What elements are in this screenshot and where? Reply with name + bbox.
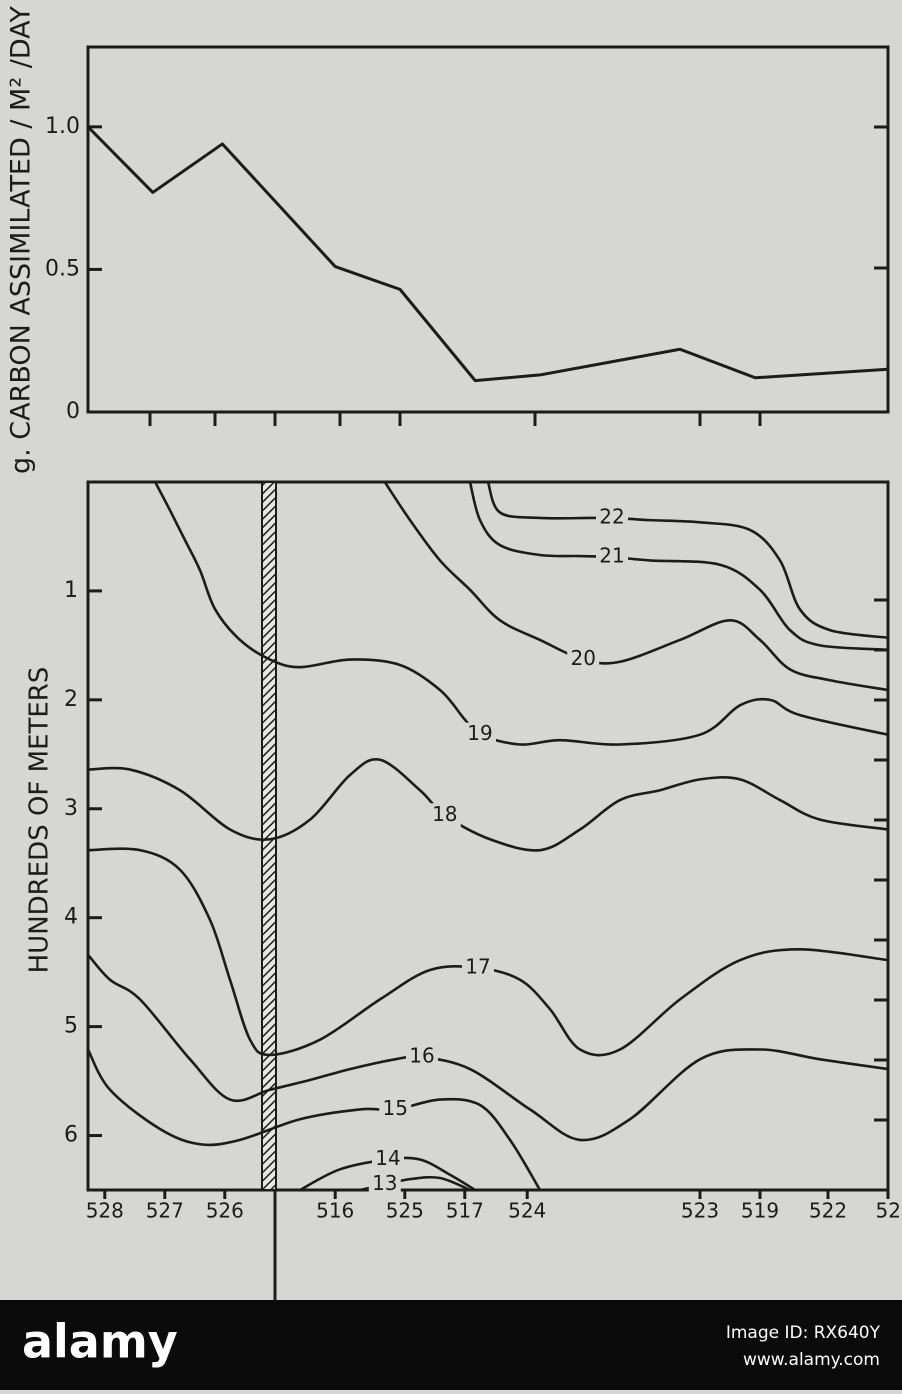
footer-band — [0, 1300, 902, 1390]
carbon-line — [86, 125, 889, 383]
station-label: 52 — [876, 1199, 901, 1223]
isotherm — [299, 1156, 476, 1192]
y-tick-label: 1.0 — [45, 114, 80, 139]
isotherm-label-bg — [428, 803, 461, 828]
isotherm — [87, 847, 889, 1057]
isotherm-label: 22 — [599, 504, 624, 528]
isotherm — [87, 757, 889, 852]
isotherm-label: 13 — [372, 1171, 397, 1195]
isotherm-label-bg — [462, 955, 494, 980]
footer-image-id: Image ID: RX640Y — [726, 1323, 881, 1343]
isotherm-label-bg — [379, 1097, 412, 1122]
decor-ticks — [148, 125, 888, 1122]
isotherm-label: 15 — [382, 1096, 407, 1120]
station-label: 524 — [508, 1199, 546, 1223]
station-label: 522 — [809, 1199, 847, 1223]
bottom-plot-frame — [86, 480, 890, 1192]
y-tick-label: 0.5 — [45, 256, 80, 281]
isotherm-label-bg — [372, 1147, 404, 1172]
isotherm-label: 18 — [432, 802, 457, 826]
station-label: 526 — [206, 1199, 244, 1223]
isotherm — [383, 481, 889, 692]
footer-url: www.alamy.com — [743, 1350, 880, 1370]
station-label: 525 — [386, 1199, 424, 1223]
y-tick-label: 0 — [66, 399, 80, 424]
station-label: 523 — [681, 1199, 719, 1223]
isotherm — [154, 481, 889, 746]
y-tick-label: 4 — [64, 905, 78, 930]
station-label: 516 — [316, 1199, 354, 1223]
y-tick-label: 6 — [64, 1123, 78, 1148]
isotherm — [86, 1048, 542, 1191]
isotherm-label: 19 — [467, 721, 492, 745]
isotherm-label-bg — [596, 545, 628, 570]
isotherm-label-bg — [464, 722, 496, 747]
y-tick-label: 3 — [64, 796, 78, 821]
isotherm-label-bg — [596, 505, 628, 530]
station-label: 517 — [446, 1199, 484, 1223]
isotherm-label-bg — [368, 1172, 401, 1197]
hatched-divider — [261, 481, 277, 1191]
footer-brand: alamy — [22, 1315, 178, 1369]
top-y-label: g. CARBON ASSIMILATED / M² /DAY — [6, 5, 37, 474]
isotherm-label-bg — [406, 1045, 438, 1070]
isotherm — [468, 481, 889, 652]
station-label: 528 — [86, 1199, 124, 1223]
y-tick-label: 5 — [64, 1014, 78, 1039]
y-tick-label: 2 — [64, 687, 78, 712]
station-label: 519 — [741, 1199, 779, 1223]
station-label: 527 — [146, 1199, 184, 1223]
isotherm-label: 16 — [409, 1044, 434, 1068]
bottom-y-label: HUNDREDS OF METERS — [25, 667, 55, 974]
isotherm-label: 21 — [599, 544, 624, 568]
isotherm — [486, 481, 889, 640]
isotherm-label: 20 — [570, 646, 595, 670]
y-tick-label: 1 — [64, 578, 78, 603]
isotherm-label-bg — [567, 647, 600, 672]
top-plot-frame — [86, 45, 890, 414]
isotherm-label: 14 — [375, 1146, 400, 1170]
isotherm-label: 17 — [465, 954, 490, 978]
